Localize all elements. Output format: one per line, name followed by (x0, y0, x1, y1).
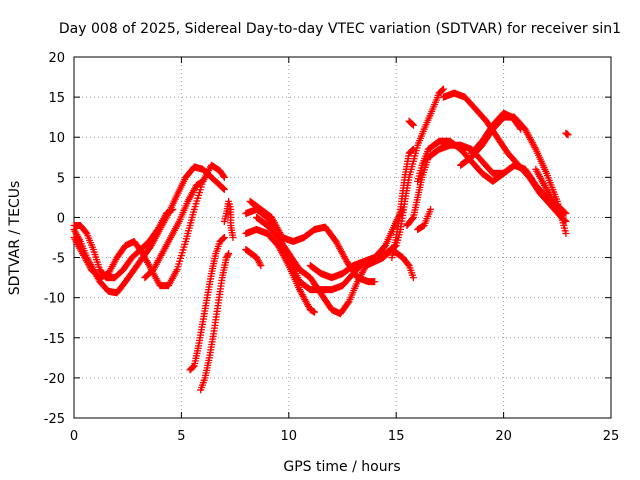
data-point (311, 308, 319, 316)
data-point (189, 363, 197, 371)
data-point (564, 131, 572, 139)
data-point (531, 144, 539, 152)
series-track-4 (141, 177, 207, 282)
series-track-5 (186, 234, 228, 374)
series-track-19 (414, 205, 435, 233)
data-point (409, 145, 417, 153)
data-point (225, 250, 233, 258)
y-tick-label: 0 (57, 211, 65, 226)
data-point (517, 125, 525, 133)
data-point (562, 229, 570, 237)
x-tick-label: 20 (495, 429, 512, 444)
data-point (409, 120, 417, 128)
data-point (169, 205, 177, 213)
data-point (408, 215, 416, 223)
chart-title: Day 008 of 2025, Sidereal Day-to-day VTE… (59, 21, 621, 37)
series-track-18 (439, 89, 570, 225)
data-point (220, 185, 228, 193)
data-point (220, 185, 228, 193)
data-point (427, 205, 435, 213)
data-point (199, 177, 207, 185)
y-tick-label: -20 (44, 372, 65, 387)
x-tick-label: 10 (281, 429, 298, 444)
x-tick-label: 15 (388, 429, 405, 444)
data-point (558, 213, 566, 221)
series-track-3 (70, 205, 177, 282)
data-point (439, 85, 447, 93)
data-marks (70, 85, 572, 394)
series-track-9 (242, 225, 319, 316)
series-track-10 (246, 197, 379, 286)
series-track-21 (467, 109, 525, 157)
data-point (220, 234, 228, 241)
y-tick-label: 10 (48, 131, 65, 146)
series-track-12 (253, 213, 417, 318)
x-tick-label: 5 (177, 429, 185, 444)
y-tick-label: -25 (44, 412, 65, 427)
series-track-14 (388, 145, 417, 262)
data-point (516, 124, 524, 132)
data-point (409, 121, 417, 129)
y-tick-label: 5 (57, 171, 65, 186)
data-point (404, 260, 412, 268)
series-track-6 (197, 250, 233, 394)
data-point (224, 251, 232, 259)
axis-ticks: 0 5 10 15 20 25 -25 -20 -15 -10 -5 0 5 10 15 20 (44, 51, 620, 444)
series-track-22 (532, 165, 566, 221)
x-tick-label: 25 (603, 429, 620, 444)
y-tick-label: 20 (48, 51, 65, 66)
data-point (371, 278, 379, 286)
series-track-7 (220, 197, 237, 241)
y-tick-label: 15 (48, 91, 65, 106)
series-track-11 (242, 246, 265, 270)
data-point (229, 234, 237, 241)
data-point (409, 274, 417, 282)
series-track-15 (405, 117, 417, 129)
data-point (439, 86, 447, 94)
data-point (257, 262, 265, 270)
data-point (344, 299, 352, 307)
data-point (220, 234, 228, 242)
series-track-20 (457, 113, 570, 237)
data-point (409, 146, 417, 154)
y-tick-label: -15 (44, 332, 65, 347)
y-tick-label: -10 (44, 292, 65, 307)
y-axis-label: SDTVAR / TECUs (7, 181, 23, 296)
data-point (284, 260, 292, 268)
series-track-23 (562, 129, 572, 139)
data-point (220, 172, 228, 180)
x-axis-label: GPS time / hours (283, 459, 400, 475)
grid (74, 57, 611, 418)
data-point (220, 173, 228, 181)
data-point (562, 209, 570, 217)
y-tick-label: -5 (52, 252, 65, 267)
data-point (256, 260, 264, 268)
series-track-8 (242, 205, 407, 294)
x-tick-label: 0 (70, 429, 78, 444)
